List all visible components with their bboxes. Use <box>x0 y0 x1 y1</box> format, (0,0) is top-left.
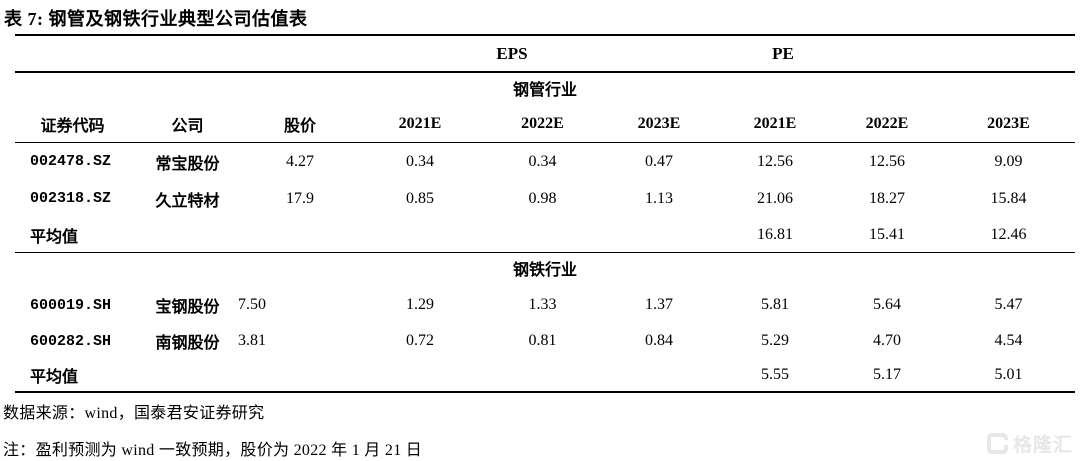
eps-group-header: EPS <box>496 43 528 63</box>
eps-cell: 0.72 <box>406 332 434 349</box>
pe-cell: 18.27 <box>869 189 905 207</box>
valuation-table: EPS PE 钢管行业 证券代码 公司 股价 2021E 2022E 2023E… <box>15 34 1075 393</box>
pe-cell: 5.29 <box>761 332 789 349</box>
price-cell: 3.81 <box>238 332 266 349</box>
pe-cell: 4.54 <box>994 332 1023 349</box>
table-row: 002318.SZ 久立特材 17.9 0.85 0.98 1.13 21.06… <box>15 180 1075 217</box>
eps-cell: 0.81 <box>528 332 557 349</box>
column-header: 公司 <box>171 118 204 135</box>
ticker-cell: 002318.SZ <box>30 190 112 207</box>
gelonghui-logo-icon <box>986 433 1009 454</box>
company-cell: 常宝股份 <box>155 155 220 173</box>
average-row: 平均值 5.55 5.17 5.01 <box>15 359 1075 391</box>
table-row: 600019.SH 宝钢股份 7.50 1.29 1.33 1.37 5.81 … <box>15 287 1075 323</box>
pe-cell: 5.81 <box>761 296 789 313</box>
eps-cell: 0.98 <box>528 189 557 207</box>
average-label: 平均值 <box>30 228 79 246</box>
eps-cell: 0.84 <box>645 332 673 349</box>
divider <box>15 391 1075 393</box>
pe-cell: 21.06 <box>757 189 793 207</box>
ticker-cell: 600019.SH <box>30 296 112 314</box>
eps-cell: 1.33 <box>528 296 557 313</box>
pe-cell: 12.56 <box>757 152 793 170</box>
eps-cell: 0.47 <box>645 152 673 170</box>
column-header: 2023E <box>637 115 681 132</box>
average-pe-cell: 5.55 <box>761 366 789 383</box>
column-header: 2021E <box>753 115 797 132</box>
column-header: 2021E <box>398 115 442 132</box>
average-label: 平均值 <box>30 369 79 386</box>
watermark-text: 格隆汇 <box>1012 435 1073 456</box>
price-cell: 4.27 <box>286 152 314 170</box>
average-pe-cell: 5.17 <box>873 366 901 383</box>
table-row: 002478.SZ 常宝股份 4.27 0.34 0.34 0.47 12.56… <box>15 142 1075 180</box>
forecast-note: 注：盈利预测为 wind 一致预期，股价为 2022 年 1 月 21 日 <box>3 442 423 459</box>
company-cell: 南钢股份 <box>155 335 220 352</box>
average-row: 平均值 16.81 15.41 12.46 <box>15 217 1075 252</box>
pe-cell: 9.09 <box>994 152 1023 170</box>
column-header: 股价 <box>283 118 316 135</box>
column-header: 2023E <box>987 115 1030 132</box>
average-pe-cell: 15.41 <box>869 225 905 243</box>
average-pe-cell: 16.81 <box>757 225 793 243</box>
group-header-row: EPS PE <box>15 34 1075 71</box>
watermark: 格隆汇 <box>986 430 1073 457</box>
pe-cell: 5.64 <box>873 296 901 313</box>
eps-cell: 0.85 <box>406 189 434 207</box>
column-header: 2022E <box>521 115 564 132</box>
pe-cell: 4.70 <box>873 332 901 349</box>
column-header: 2022E <box>865 115 909 132</box>
price-cell: 17.9 <box>286 189 314 207</box>
company-cell: 久立特材 <box>155 192 220 210</box>
pe-cell: 15.84 <box>990 189 1027 207</box>
eps-cell: 0.34 <box>406 152 434 170</box>
ticker-cell: 600282.SH <box>30 332 112 350</box>
pe-cell: 12.56 <box>869 152 905 170</box>
eps-cell: 0.34 <box>528 152 557 170</box>
eps-cell: 1.37 <box>645 296 673 313</box>
column-header: 证券代码 <box>40 118 105 135</box>
column-header-row: 证券代码 公司 股价 2021E 2022E 2023E 2021E 2022E… <box>15 106 1075 142</box>
table-row: 600282.SH 南钢股份 3.81 0.72 0.81 0.84 5.29 … <box>15 323 1075 359</box>
eps-cell: 1.29 <box>406 296 434 313</box>
industry-header-steel-pipe: 钢管行业 <box>15 71 1075 106</box>
source-note: 数据来源：wind，国泰君安证券研究 <box>3 405 265 422</box>
average-pe-cell: 5.01 <box>994 366 1023 383</box>
eps-cell: 1.13 <box>645 189 673 207</box>
industry-header-steel: 钢铁行业 <box>15 252 1075 287</box>
table-title: 表 7: 钢管及钢铁行业典型公司估值表 <box>4 9 308 29</box>
average-pe-cell: 12.46 <box>990 225 1027 243</box>
pe-group-header: PE <box>772 43 794 63</box>
ticker-cell: 002478.SZ <box>30 153 112 170</box>
pe-cell: 5.47 <box>994 296 1023 313</box>
company-cell: 宝钢股份 <box>155 299 220 316</box>
price-cell: 7.50 <box>238 296 266 313</box>
